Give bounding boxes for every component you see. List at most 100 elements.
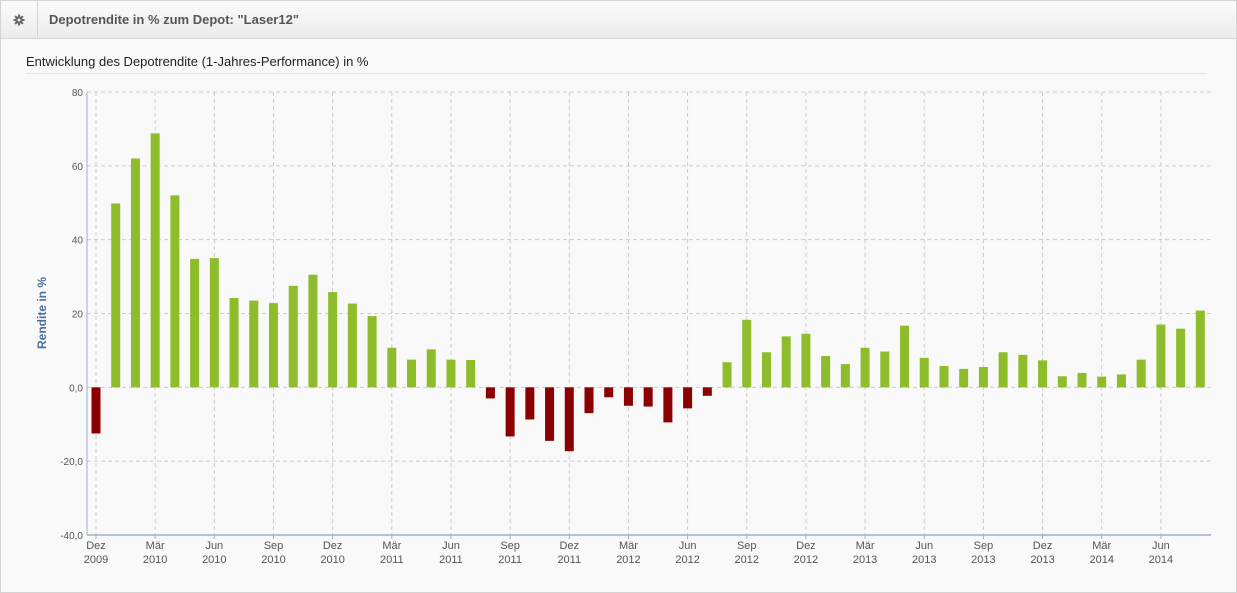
x-tick-label-month: Jun xyxy=(1152,540,1170,552)
x-tick-label-month: Dez xyxy=(796,540,816,552)
bar xyxy=(190,258,200,388)
x-tick-label-year: 2012 xyxy=(675,554,699,566)
x-tick-label-year: 2011 xyxy=(557,554,581,566)
y-tick-label: 0,0 xyxy=(69,383,83,394)
bar xyxy=(1097,376,1107,388)
panel-header: Depotrendite in % zum Depot: "Laser12" xyxy=(1,1,1236,39)
x-tick-label-year: 2011 xyxy=(439,554,463,566)
bar xyxy=(781,336,791,388)
x-tick-label-year: 2013 xyxy=(853,554,877,566)
bar xyxy=(1077,372,1087,388)
title-divider xyxy=(26,73,1207,74)
y-tick-label: 40 xyxy=(72,236,84,247)
bar xyxy=(249,300,259,388)
x-tick-label-year: 2011 xyxy=(380,554,404,566)
x-tick-label-month: Mär xyxy=(856,540,875,552)
bar xyxy=(1018,354,1028,388)
bar xyxy=(998,352,1008,388)
bar xyxy=(663,387,673,423)
bar xyxy=(683,387,693,409)
bar xyxy=(821,355,831,388)
bar xyxy=(1156,324,1166,388)
x-tick-label-year: 2010 xyxy=(202,554,226,566)
bar xyxy=(209,258,219,388)
x-tick-label-month: Jun xyxy=(205,540,223,552)
x-tick-label-month: Jun xyxy=(679,540,697,552)
bar xyxy=(761,352,771,388)
x-tick-label-month: Dez xyxy=(1033,540,1053,552)
bar xyxy=(880,351,890,388)
y-axis-label: Rendite in % xyxy=(35,277,49,349)
x-tick-label-month: Mär xyxy=(619,540,638,552)
bar xyxy=(545,387,555,441)
bar xyxy=(170,195,180,388)
bar xyxy=(860,347,870,388)
bar xyxy=(130,158,140,388)
bar xyxy=(702,387,712,396)
bar xyxy=(1176,328,1186,388)
bar xyxy=(900,325,910,388)
gear-icon xyxy=(13,14,25,25)
bar xyxy=(347,303,357,388)
x-tick-label-year: 2013 xyxy=(1030,554,1054,566)
x-tick-label-month: Mär xyxy=(382,540,401,552)
y-tick-label: 20 xyxy=(72,310,84,321)
x-tick-label-month: Dez xyxy=(323,540,343,552)
bar xyxy=(426,349,436,388)
x-tick-label-year: 2013 xyxy=(971,554,995,566)
bar xyxy=(564,387,574,452)
axes: 806040200,0-20,0-40,0Dez2009Mär2010Jun20… xyxy=(60,88,1211,566)
y-tick-label: -40,0 xyxy=(60,531,83,542)
y-tick-label: 80 xyxy=(72,88,84,99)
bar xyxy=(387,347,397,388)
x-tick-label-year: 2014 xyxy=(1089,554,1113,566)
bar xyxy=(978,367,988,388)
bar xyxy=(328,292,338,388)
bar xyxy=(466,360,476,388)
x-tick-label-month: Mär xyxy=(1092,540,1111,552)
x-tick-label-year: 2012 xyxy=(794,554,818,566)
bar xyxy=(367,316,377,388)
x-tick-label-year: 2010 xyxy=(143,554,167,566)
x-tick-label-year: 2009 xyxy=(84,554,108,566)
x-tick-label-month: Dez xyxy=(559,540,579,552)
x-tick-label-year: 2010 xyxy=(320,554,344,566)
bar xyxy=(840,364,850,388)
x-tick-label-month: Jun xyxy=(915,540,933,552)
bar xyxy=(939,365,949,388)
bar xyxy=(288,285,298,388)
x-tick-label-month: Sep xyxy=(737,540,757,552)
settings-button[interactable] xyxy=(1,1,38,38)
bar xyxy=(407,359,417,388)
bar xyxy=(446,359,456,388)
x-tick-label-month: Jun xyxy=(442,540,460,552)
bar xyxy=(485,387,495,399)
bar xyxy=(1038,360,1048,388)
x-tick-label-month: Sep xyxy=(974,540,994,552)
bar xyxy=(525,387,535,420)
bar xyxy=(91,387,101,434)
bar xyxy=(268,303,278,388)
bar xyxy=(742,319,752,388)
bar xyxy=(111,203,121,388)
bar xyxy=(1057,376,1067,388)
x-tick-label-month: Dez xyxy=(86,540,106,552)
bar xyxy=(919,357,929,388)
panel-title: Depotrendite in % zum Depot: "Laser12" xyxy=(49,12,299,27)
bar xyxy=(643,387,653,407)
x-tick-label-year: 2012 xyxy=(616,554,640,566)
bar xyxy=(623,387,633,406)
bar xyxy=(150,133,160,388)
x-tick-label-year: 2011 xyxy=(498,554,522,566)
bar xyxy=(959,368,969,388)
bar xyxy=(801,333,811,388)
x-tick-label-year: 2014 xyxy=(1149,554,1173,566)
bar xyxy=(1116,374,1126,388)
y-tick-label: -20,0 xyxy=(60,457,83,468)
bars xyxy=(91,133,1205,452)
bar xyxy=(229,297,239,388)
x-tick-label-month: Sep xyxy=(500,540,520,552)
chart-title: Entwicklung des Depotrendite (1-Jahres-P… xyxy=(26,54,369,69)
